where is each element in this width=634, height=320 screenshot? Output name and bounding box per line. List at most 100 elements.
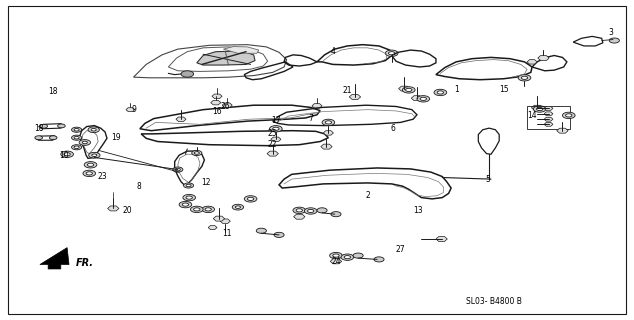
Polygon shape [210, 100, 221, 105]
Circle shape [87, 163, 94, 166]
Text: 19: 19 [111, 132, 120, 141]
Circle shape [191, 150, 202, 156]
Circle shape [183, 195, 195, 201]
Polygon shape [399, 86, 410, 91]
Text: SL03- B4800 B: SL03- B4800 B [465, 297, 522, 306]
Circle shape [533, 106, 546, 112]
Text: 16: 16 [212, 107, 222, 116]
Text: 14: 14 [527, 111, 537, 120]
Circle shape [307, 209, 314, 212]
Circle shape [609, 38, 619, 43]
Circle shape [74, 146, 79, 148]
Circle shape [89, 152, 100, 158]
Polygon shape [208, 226, 217, 229]
Polygon shape [222, 103, 232, 108]
Circle shape [273, 127, 279, 130]
Circle shape [64, 153, 70, 156]
Polygon shape [271, 137, 281, 141]
Circle shape [193, 208, 200, 211]
Circle shape [235, 206, 240, 208]
Circle shape [269, 125, 282, 132]
Polygon shape [212, 94, 222, 99]
Text: 9: 9 [131, 105, 136, 114]
Circle shape [247, 197, 254, 200]
Polygon shape [40, 248, 69, 269]
Circle shape [331, 212, 341, 217]
Text: 5: 5 [486, 175, 490, 184]
Circle shape [74, 136, 79, 139]
Circle shape [61, 151, 74, 157]
Polygon shape [544, 112, 553, 116]
Circle shape [49, 136, 57, 140]
Circle shape [325, 121, 332, 124]
Circle shape [194, 152, 199, 154]
Circle shape [172, 167, 183, 172]
Polygon shape [267, 151, 278, 156]
Circle shape [566, 114, 572, 117]
Circle shape [40, 124, 48, 128]
Text: 10: 10 [59, 151, 68, 160]
Circle shape [385, 50, 398, 56]
Polygon shape [223, 47, 259, 53]
Text: 25: 25 [268, 129, 278, 138]
Text: 3: 3 [609, 28, 614, 37]
Polygon shape [557, 128, 568, 133]
Text: 7: 7 [308, 114, 313, 123]
Circle shape [86, 172, 93, 175]
Circle shape [82, 141, 87, 144]
Circle shape [322, 119, 335, 125]
Circle shape [186, 196, 192, 199]
Polygon shape [220, 219, 230, 223]
Circle shape [333, 254, 339, 257]
Polygon shape [544, 122, 553, 126]
Circle shape [403, 87, 415, 93]
Circle shape [92, 154, 97, 156]
Text: 22: 22 [268, 140, 278, 149]
Circle shape [518, 75, 531, 81]
Circle shape [434, 89, 447, 96]
Circle shape [74, 128, 79, 131]
Circle shape [179, 201, 191, 208]
Text: 18: 18 [34, 124, 43, 133]
Text: FR.: FR. [75, 258, 93, 268]
Circle shape [374, 257, 384, 262]
Polygon shape [349, 94, 361, 100]
Text: 13: 13 [413, 206, 423, 215]
Polygon shape [294, 214, 305, 219]
Circle shape [341, 254, 354, 260]
Circle shape [232, 204, 243, 210]
Circle shape [35, 136, 42, 140]
Circle shape [256, 228, 266, 233]
Circle shape [417, 96, 430, 102]
Circle shape [88, 127, 100, 132]
Polygon shape [176, 117, 186, 121]
Circle shape [83, 170, 96, 177]
Circle shape [330, 252, 342, 259]
Circle shape [91, 128, 96, 131]
Polygon shape [312, 104, 322, 108]
Polygon shape [411, 96, 423, 101]
Polygon shape [197, 51, 255, 65]
Circle shape [72, 127, 82, 132]
Text: 17: 17 [271, 116, 281, 125]
Circle shape [344, 256, 351, 259]
Circle shape [353, 253, 363, 258]
Circle shape [175, 168, 180, 171]
Text: 26: 26 [221, 102, 230, 111]
Text: 18: 18 [48, 87, 57, 96]
Circle shape [72, 135, 82, 140]
Circle shape [202, 206, 214, 212]
Polygon shape [531, 105, 543, 110]
Text: 2: 2 [365, 190, 370, 200]
Polygon shape [538, 56, 549, 60]
Circle shape [536, 108, 543, 111]
Text: 20: 20 [122, 206, 132, 215]
Circle shape [296, 209, 302, 212]
Circle shape [406, 88, 412, 92]
Circle shape [562, 112, 575, 119]
Polygon shape [436, 236, 448, 242]
Circle shape [274, 232, 284, 237]
Polygon shape [544, 107, 553, 110]
Text: 24: 24 [331, 257, 341, 266]
Circle shape [437, 91, 444, 94]
